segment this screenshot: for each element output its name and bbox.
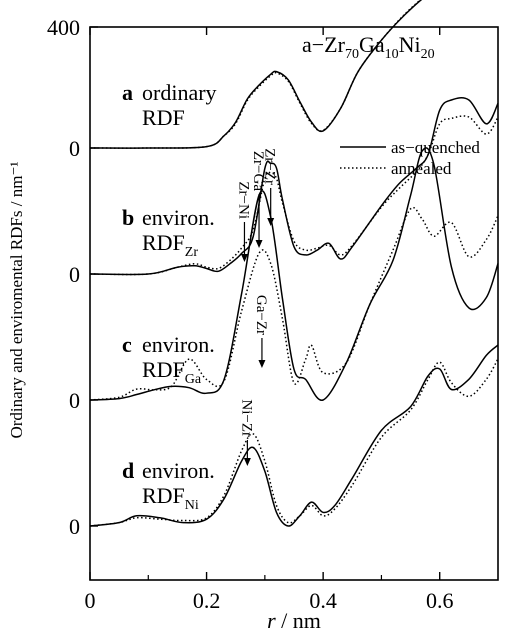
legend: as−quenched annealed xyxy=(340,138,480,178)
arrow-head xyxy=(267,218,275,226)
panel-label-c: c environ. RDFGa xyxy=(122,332,215,387)
curve-b-as-quenched xyxy=(89,97,499,276)
y-tick-label: 400 xyxy=(47,15,80,40)
y-tick-label: 0 xyxy=(69,262,80,287)
axis-ticks: 0 0.2 0.4 0.6 400 0 0 0 0 xyxy=(47,15,453,613)
chart-title: a−Zr70Ga10Ni20 xyxy=(302,32,435,62)
curve-c-as-quenched xyxy=(89,147,499,401)
annotation-label: Zr−Zr xyxy=(262,148,278,185)
legend-label-annealed: annealed xyxy=(391,159,452,178)
arrow-head xyxy=(255,240,263,248)
annotation-label: Zr−Ni xyxy=(235,181,251,219)
curve-b-annealed xyxy=(89,115,499,276)
curves xyxy=(89,0,499,527)
x-tick-label: 0.6 xyxy=(426,588,454,613)
panel-c-line2: RDFGa xyxy=(142,357,202,387)
panel-label-d: d environ. RDFNi xyxy=(122,458,215,513)
panel-a-line2: RDF xyxy=(142,105,185,130)
x-tick-label: 0 xyxy=(85,588,96,613)
panel-d-letter: d xyxy=(122,458,134,483)
x-tick-label: 0.2 xyxy=(193,588,221,613)
y-tick-label: 0 xyxy=(69,514,80,539)
arrow-head xyxy=(243,458,251,466)
x-tick-label: 0.4 xyxy=(309,588,337,613)
y-axis-label: Ordinary and enviromental RDFs / nm⁻¹ xyxy=(7,161,26,438)
annotation-label: Zr−Ga xyxy=(250,151,266,191)
curve-d-as-quenched xyxy=(89,344,499,527)
panel-b-letter: b xyxy=(122,205,134,230)
y-tick-label: 0 xyxy=(69,136,80,161)
panel-b-line2: RDFZr xyxy=(142,230,198,260)
panel-d-line1: environ. xyxy=(142,458,215,483)
panel-label-a: a ordinary RDF xyxy=(122,80,217,130)
legend-label-as-quenched: as−quenched xyxy=(391,138,480,157)
arrow-head xyxy=(258,360,266,368)
panel-c-letter: c xyxy=(122,332,132,357)
arrow-head xyxy=(240,254,248,262)
annotation-label: Ga−Zr xyxy=(253,295,269,335)
panel-a-letter: a xyxy=(122,80,133,105)
annotation-label: Ni−Zr xyxy=(238,399,254,437)
y-tick-label: 0 xyxy=(69,388,80,413)
panel-a-line1: ordinary xyxy=(142,80,217,105)
panel-d-line2: RDFNi xyxy=(142,483,199,513)
panel-c-line1: environ. xyxy=(142,332,215,357)
panel-b-line1: environ. xyxy=(142,205,215,230)
panel-label-b: b environ. RDFZr xyxy=(122,205,215,260)
x-axis-label: r / nm xyxy=(267,608,321,633)
plot-frame xyxy=(89,26,499,581)
